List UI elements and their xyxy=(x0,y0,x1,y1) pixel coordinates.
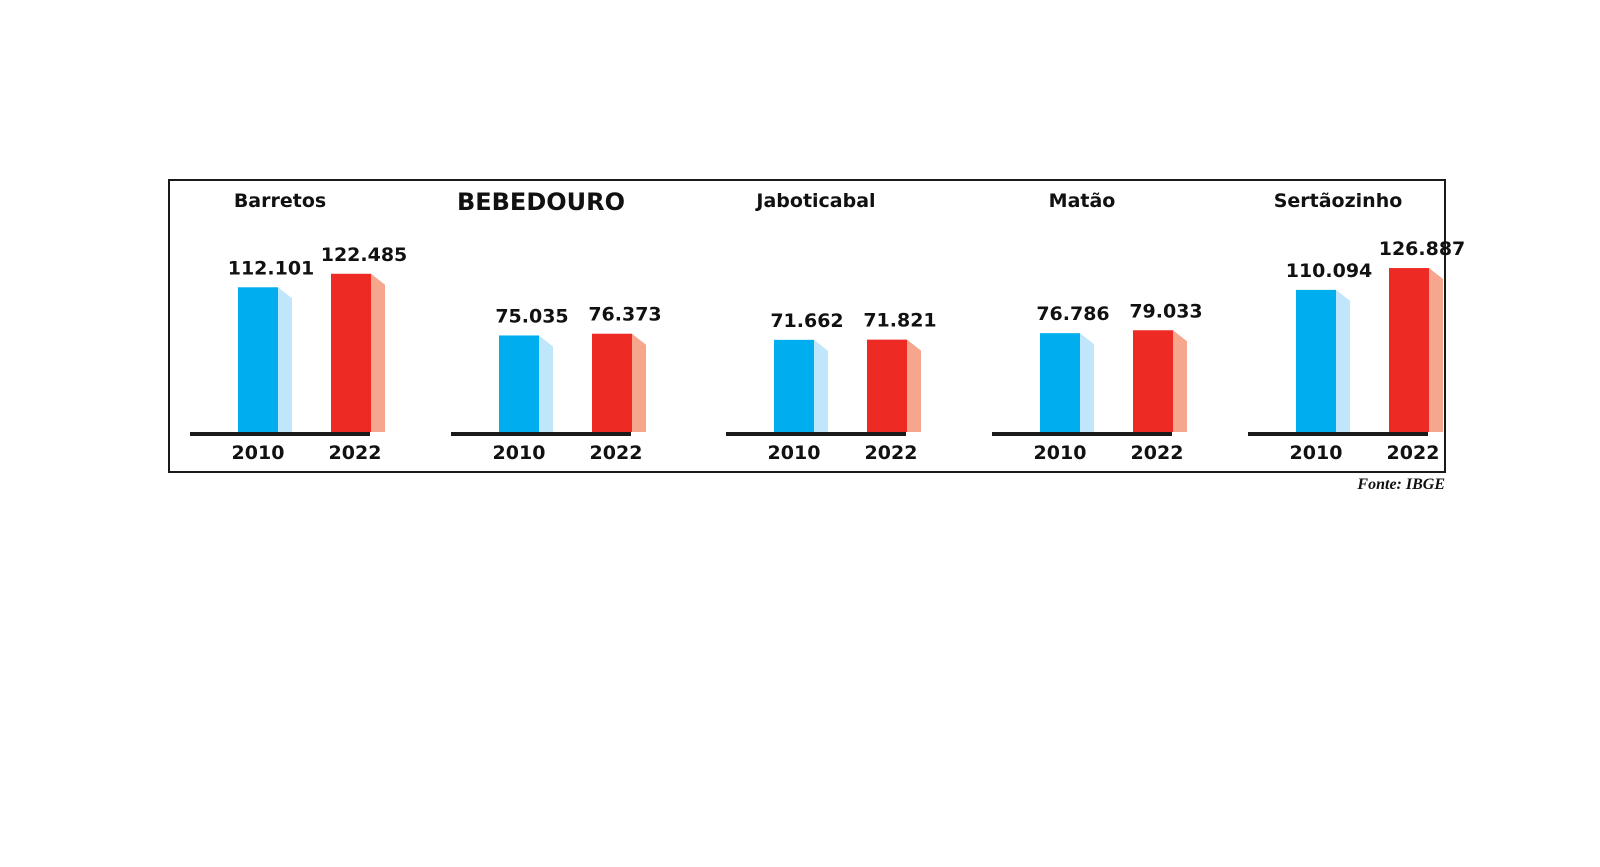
panel-sertaozinho: Sertãozinho 110.094 2010 126.887 2022 xyxy=(1248,190,1465,464)
bar-side-2010 xyxy=(539,335,553,432)
city-title: Barretos xyxy=(234,190,326,212)
year-label-2010: 2010 xyxy=(493,442,546,464)
panel-jaboticabal: Jaboticabal 71.662 2010 71.821 2022 xyxy=(726,190,937,464)
bar-side-2010 xyxy=(1336,289,1350,432)
bar-side-2022 xyxy=(371,273,385,432)
baseline xyxy=(992,432,1172,436)
bar-2010 xyxy=(774,339,814,432)
city-title: BEBEDOURO xyxy=(457,188,625,216)
year-label-2010: 2010 xyxy=(768,442,821,464)
bar-2022 xyxy=(592,333,632,432)
value-label-2022: 79.033 xyxy=(1129,300,1202,322)
source-note: Fonte: IBGE xyxy=(1356,476,1445,493)
year-label-2010: 2010 xyxy=(232,442,285,464)
bar-2022 xyxy=(331,273,371,432)
panel-barretos: Barretos 112.101 2010 122.485 2022 xyxy=(190,190,407,464)
value-label-2022: 76.373 xyxy=(588,304,661,326)
city-title: Matão xyxy=(1049,190,1116,212)
baseline xyxy=(190,432,370,436)
bar-2010 xyxy=(499,335,539,432)
baseline xyxy=(1248,432,1428,436)
bar-side-2022 xyxy=(907,339,921,432)
year-label-2022: 2022 xyxy=(329,442,382,464)
baseline xyxy=(451,432,631,436)
bar-side-2010 xyxy=(278,287,292,432)
value-label-2022: 126.887 xyxy=(1379,238,1466,260)
value-label-2010: 71.662 xyxy=(770,310,843,332)
year-label-2022: 2022 xyxy=(1131,442,1184,464)
bar-side-2022 xyxy=(632,333,646,432)
city-panels: Barretos 112.101 2010 122.485 2022 BEBEDOURO 7… xyxy=(190,188,1465,464)
bar-2022 xyxy=(1389,268,1429,432)
value-label-2010: 112.101 xyxy=(228,257,315,279)
value-label-2010: 110.094 xyxy=(1286,260,1373,282)
year-label-2022: 2022 xyxy=(590,442,643,464)
bar-side-2010 xyxy=(1080,333,1094,432)
bar-side-2022 xyxy=(1429,268,1443,432)
city-title: Jaboticabal xyxy=(754,190,875,212)
year-label-2010: 2010 xyxy=(1034,442,1087,464)
bar-2010 xyxy=(238,287,278,432)
bar-side-2010 xyxy=(814,339,828,432)
value-label-2022: 71.821 xyxy=(863,310,936,332)
value-label-2022: 122.485 xyxy=(321,244,408,266)
value-label-2010: 75.035 xyxy=(495,305,568,327)
panel-matao: Matão 76.786 2010 79.033 2022 xyxy=(992,190,1203,464)
year-label-2022: 2022 xyxy=(865,442,918,464)
bar-2010 xyxy=(1040,333,1080,432)
bar-2022 xyxy=(1133,330,1173,432)
panel-bebedouro: BEBEDOURO 75.035 2010 76.373 2022 xyxy=(451,188,662,464)
bar-side-2022 xyxy=(1173,330,1187,432)
value-label-2010: 76.786 xyxy=(1036,303,1109,325)
baseline xyxy=(726,432,906,436)
year-label-2010: 2010 xyxy=(1290,442,1343,464)
city-title: Sertãozinho xyxy=(1274,190,1403,212)
bar-2022 xyxy=(867,339,907,432)
year-label-2022: 2022 xyxy=(1387,442,1440,464)
bar-2010 xyxy=(1296,289,1336,432)
